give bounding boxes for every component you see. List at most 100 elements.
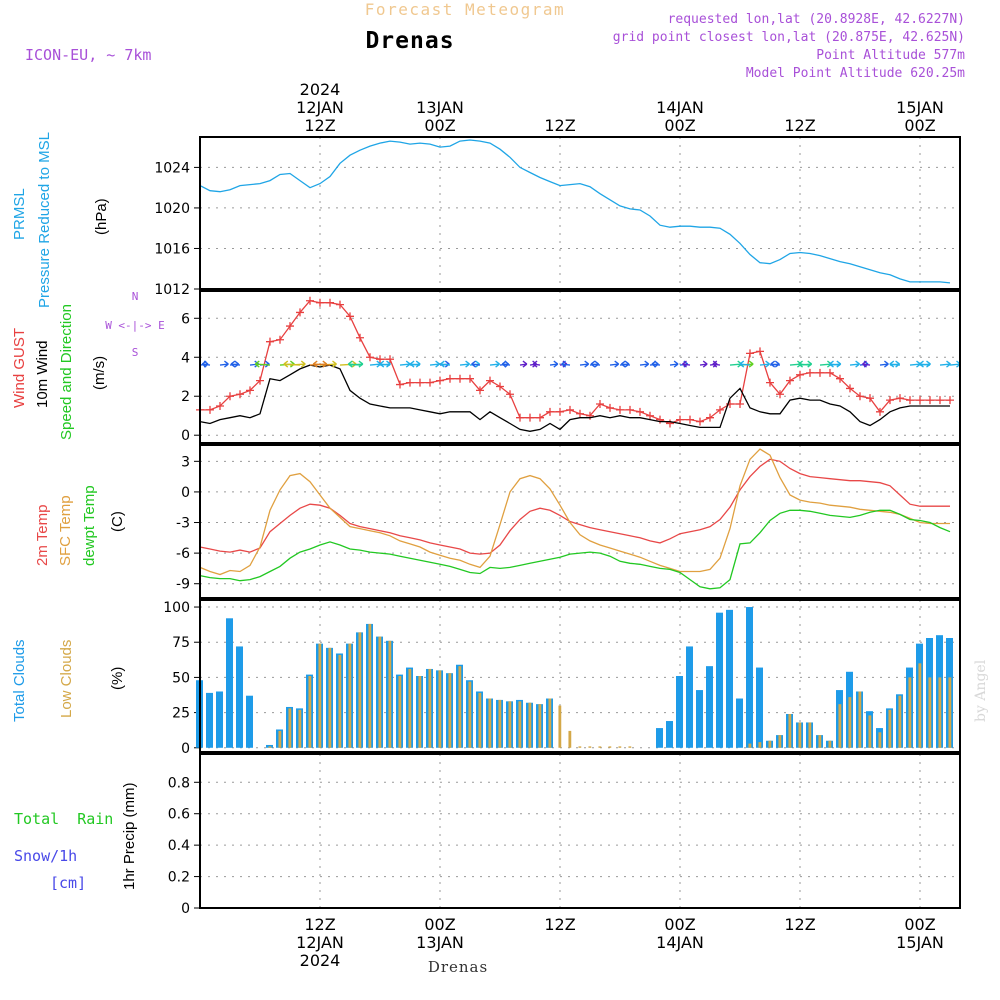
low-cloud-bar: [558, 705, 562, 748]
location-title: Drenas: [365, 28, 454, 54]
gust-marker: [326, 298, 334, 307]
clouds-unit: (%): [109, 667, 126, 690]
low-cloud-bar: [778, 735, 782, 748]
low-cloud-bar: [758, 742, 762, 748]
low-cloud-bar: [438, 670, 442, 748]
total-cloud-bar: [656, 728, 663, 748]
gust-marker: [266, 337, 274, 346]
wind-direction-arrow: [590, 360, 601, 368]
top-time-label: 12Z: [304, 116, 335, 135]
gust-marker: [566, 405, 574, 414]
top-time-label: 14JAN: [656, 98, 704, 117]
low-cloud-bar: [618, 746, 622, 748]
wind-direction-arrow: [201, 360, 211, 368]
wind-direction-arrow: [879, 360, 889, 368]
total-cloud-bar: [716, 612, 723, 748]
low-cloud-bar: [398, 676, 402, 748]
wind-direction-arrow: [471, 360, 481, 368]
low-cloud-bar: [268, 746, 272, 748]
gust-marker: [866, 394, 874, 403]
wind-gust-label: Wind GUST: [11, 328, 28, 408]
low-cloud-bar: [338, 654, 342, 748]
top-time-label: 12Z: [784, 116, 815, 135]
total-cloud-bar: [666, 721, 673, 748]
gust-marker: [446, 374, 454, 383]
low-cloud-bar: [278, 730, 282, 748]
gust-marker: [256, 376, 264, 385]
gust-marker: [806, 368, 814, 377]
low-cloud-bar: [818, 735, 822, 748]
gust-marker: [826, 368, 834, 377]
low-cloud-bar: [348, 643, 352, 748]
gust-marker: [776, 390, 784, 399]
total-cloud-bar: [696, 690, 703, 748]
low-cloud-bar: [418, 676, 422, 748]
t2m-label: 2m Temp: [34, 505, 51, 566]
panel-frame: [199, 444, 961, 599]
gust-marker: [206, 405, 214, 414]
total-cloud-bar: [726, 609, 733, 748]
series-line-wind-gust: [200, 299, 950, 425]
compass-row: W <-|-> E: [105, 319, 165, 332]
y-tick-label: 1012: [154, 282, 190, 298]
low-cloud-bar: [848, 697, 852, 748]
low-cloud-bar: [588, 746, 592, 748]
low-cloud-bar: [798, 722, 802, 748]
gust-marker: [926, 396, 934, 405]
low-cloud-bar: [948, 677, 952, 748]
low-cloud-bar: [488, 698, 492, 748]
total-cloud-bar: [676, 676, 683, 748]
gust-marker: [406, 378, 414, 387]
low-cloud-bar: [788, 714, 792, 748]
gust-marker: [656, 415, 664, 424]
wind-direction-arrow: [519, 360, 528, 368]
gust-marker: [736, 400, 744, 409]
precip-panel: 0 0.2 0.4 0.6 0.8: [168, 753, 961, 917]
y-tick-label: 75: [172, 635, 190, 651]
precip-unit: 1hr Precip (mm): [121, 782, 138, 890]
wind-panel: 0 2 4 6: [181, 290, 961, 444]
wind-direction-arrow: [849, 360, 860, 368]
bottom-time-label: 12Z: [544, 915, 575, 934]
total-cloud-bar: [216, 691, 223, 748]
gust-marker: [796, 370, 804, 379]
gust-marker: [896, 394, 904, 403]
wind10-label: 10m Wind: [34, 340, 51, 408]
gust-marker: [696, 417, 704, 426]
wind-labels: Wind GUST 10m Wind Speed and Direction (…: [11, 290, 165, 440]
wind-direction-arrow: [459, 360, 470, 368]
gust-marker: [746, 349, 754, 358]
series-line-10m-wind: [199, 364, 950, 432]
wind-direction-arrow: [682, 360, 691, 368]
gust-marker: [426, 378, 434, 387]
total-cloud-bar: [686, 646, 693, 748]
gust-marker: [506, 390, 514, 399]
gust-marker: [716, 405, 724, 414]
low-cloud-bar: [458, 666, 462, 748]
panel-frame: [199, 753, 961, 909]
gust-marker: [556, 407, 564, 416]
gust-marker: [666, 419, 674, 428]
y-tick-label: -3: [176, 516, 190, 532]
gust-marker: [756, 347, 764, 356]
y-tick-label: 0: [181, 485, 190, 501]
gust-marker: [946, 396, 954, 405]
panel-frame: [199, 290, 961, 444]
wind-direction-arrow: [939, 360, 951, 368]
gust-marker: [906, 396, 914, 405]
gust-marker: [846, 384, 854, 393]
pressure-panel: 1012 1016 1020 1024: [154, 136, 961, 298]
wind-direction-arrow: [254, 360, 271, 368]
low-cloud-bar: [568, 730, 572, 748]
y-tick-label: 0.2: [168, 870, 190, 886]
y-tick-label: 1024: [154, 160, 190, 176]
y-tick-label: 50: [172, 670, 190, 686]
wind-direction-arrow: [549, 360, 559, 368]
gust-marker: [316, 298, 324, 307]
gridpoint-coords: grid point closest lon,lat (20.875E, 42.…: [613, 30, 965, 45]
y-tick-label: 0: [181, 901, 190, 917]
y-tick-label: 25: [172, 706, 190, 722]
wind-direction-arrow: [489, 360, 500, 368]
